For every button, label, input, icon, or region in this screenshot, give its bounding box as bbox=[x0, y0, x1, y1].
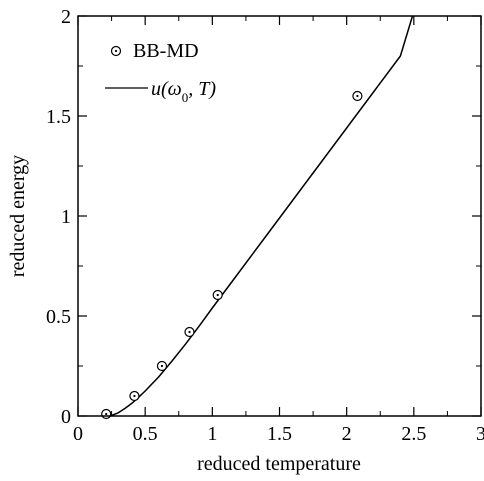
data-point bbox=[101, 408, 112, 420]
plot-frame bbox=[77, 15, 482, 417]
legend: BB-MD u(ω0, T) bbox=[105, 40, 216, 105]
legend-scatter-marker bbox=[110, 45, 122, 57]
data-point bbox=[352, 90, 363, 102]
marker-dot bbox=[105, 412, 108, 416]
y-tick-label: 1.5 bbox=[46, 106, 71, 128]
x-tick-label: 1.5 bbox=[267, 423, 292, 445]
data-point bbox=[156, 360, 168, 372]
y-axis-label: reduced energy bbox=[7, 155, 29, 277]
y-tick-label: 0.5 bbox=[46, 306, 71, 328]
legend-line-label-prefix: u(ω bbox=[151, 78, 182, 100]
data-point bbox=[184, 326, 195, 338]
marker-dot bbox=[216, 293, 219, 297]
x-tick-label: 0.5 bbox=[133, 423, 158, 445]
data-point bbox=[129, 390, 140, 402]
tick-layer: 0 0.5 1 1.5 2 2.5 3 0 0.5 1 1.5 2 bbox=[46, 6, 484, 445]
x-tick-label: 3 bbox=[476, 423, 484, 445]
legend-marker bbox=[110, 45, 122, 57]
y-tick-label: 0 bbox=[61, 406, 71, 428]
marker-dot bbox=[114, 49, 118, 53]
x-tick-label: 1 bbox=[207, 423, 217, 445]
legend-line-label-suffix: , T) bbox=[188, 78, 216, 100]
series-layer bbox=[101, 15, 414, 420]
x-tick-label: 2 bbox=[342, 423, 352, 445]
y-tick-label: 2 bbox=[61, 6, 71, 28]
marker-dot bbox=[188, 330, 191, 334]
marker-dot bbox=[356, 94, 359, 98]
x-tick-label: 0 bbox=[73, 423, 83, 445]
marker-dot bbox=[160, 364, 164, 368]
data-point bbox=[212, 289, 223, 301]
theory-line bbox=[109, 15, 414, 417]
legend-scatter-label: BB-MD bbox=[133, 40, 199, 62]
x-axis-label: reduced temperature bbox=[197, 453, 361, 475]
legend-line-label-subscript: 0 bbox=[182, 90, 189, 105]
y-tick-label: 1 bbox=[61, 206, 71, 228]
legend-line-label: u(ω0, T) bbox=[151, 78, 216, 105]
marker-dot bbox=[133, 394, 136, 398]
x-tick-label: 2.5 bbox=[401, 423, 426, 445]
